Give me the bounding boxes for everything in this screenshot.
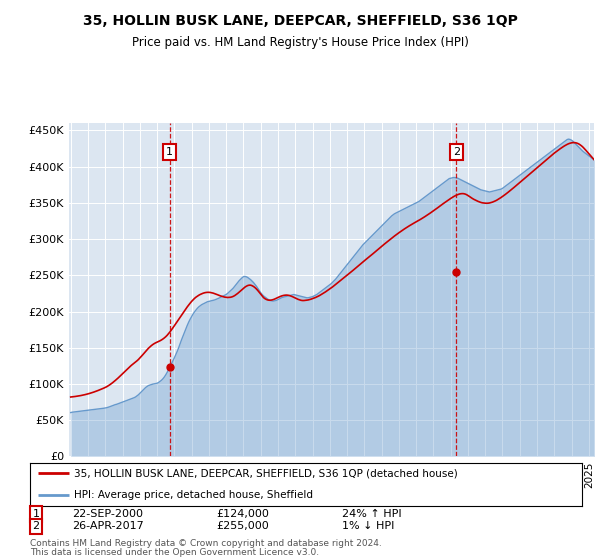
Text: 35, HOLLIN BUSK LANE, DEEPCAR, SHEFFIELD, S36 1QP: 35, HOLLIN BUSK LANE, DEEPCAR, SHEFFIELD…: [83, 14, 517, 28]
Text: Contains HM Land Registry data © Crown copyright and database right 2024.: Contains HM Land Registry data © Crown c…: [30, 539, 382, 548]
Text: 1: 1: [32, 509, 40, 519]
Text: 2: 2: [32, 521, 40, 531]
Text: This data is licensed under the Open Government Licence v3.0.: This data is licensed under the Open Gov…: [30, 548, 319, 557]
Text: 1% ↓ HPI: 1% ↓ HPI: [342, 521, 394, 531]
Text: 2: 2: [452, 147, 460, 157]
Text: HPI: Average price, detached house, Sheffield: HPI: Average price, detached house, Shef…: [74, 490, 313, 500]
Text: 26-APR-2017: 26-APR-2017: [72, 521, 144, 531]
Text: £255,000: £255,000: [216, 521, 269, 531]
Text: 24% ↑ HPI: 24% ↑ HPI: [342, 509, 401, 519]
Text: 22-SEP-2000: 22-SEP-2000: [72, 509, 143, 519]
Text: Price paid vs. HM Land Registry's House Price Index (HPI): Price paid vs. HM Land Registry's House …: [131, 36, 469, 49]
Text: 35, HOLLIN BUSK LANE, DEEPCAR, SHEFFIELD, S36 1QP (detached house): 35, HOLLIN BUSK LANE, DEEPCAR, SHEFFIELD…: [74, 468, 458, 478]
Text: 1: 1: [166, 147, 173, 157]
Text: £124,000: £124,000: [216, 509, 269, 519]
